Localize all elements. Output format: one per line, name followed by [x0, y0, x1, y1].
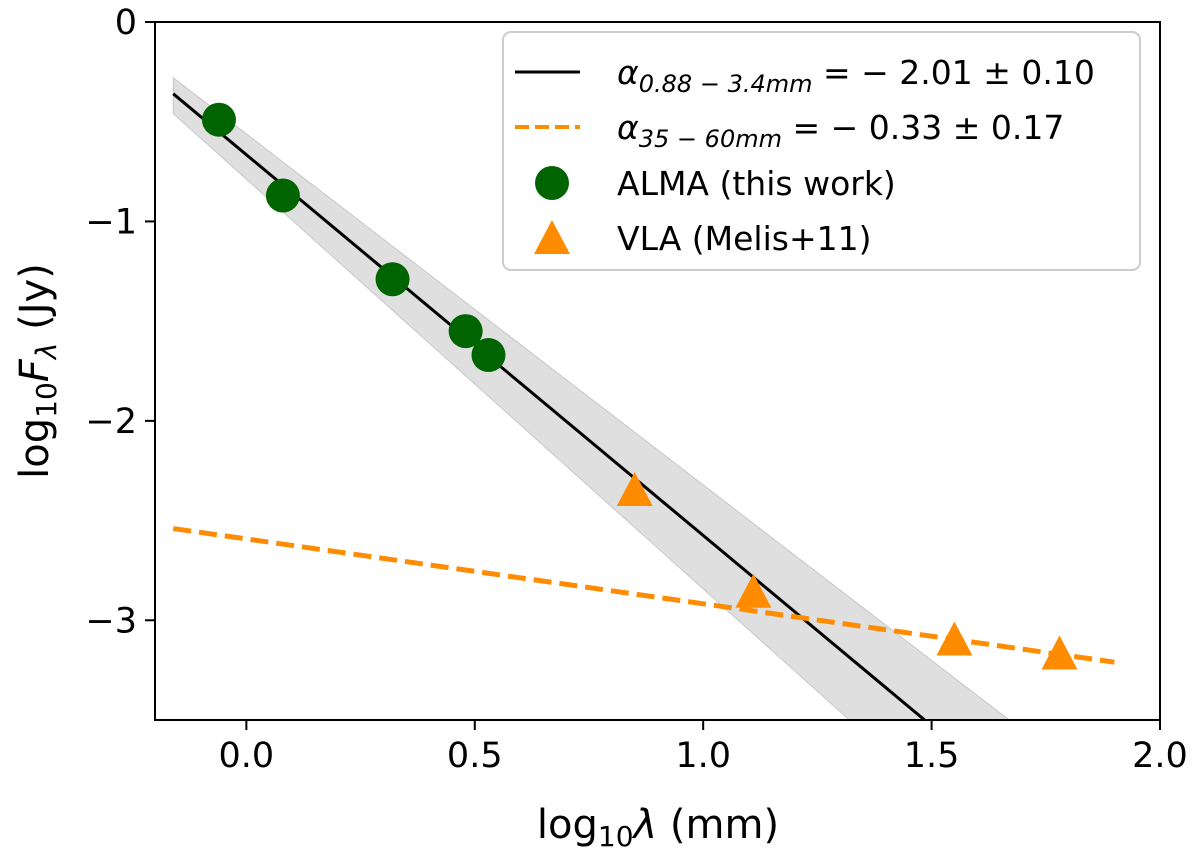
y-tick-label: −1 — [85, 202, 137, 242]
legend-frame — [502, 31, 1141, 271]
alma-data-point — [265, 178, 300, 213]
alma-data-point — [471, 338, 506, 373]
alma-data-point — [201, 102, 236, 137]
x-tick-label: 0.0 — [219, 736, 275, 776]
vla-data-point — [1041, 635, 1078, 670]
legend-label-alpha-long: α35 − 60mm = − 0.33 ± 0.17 — [617, 108, 1064, 153]
y-tick-label: −2 — [85, 402, 137, 442]
vla-data-point — [735, 573, 772, 608]
x-tick-label: 0.5 — [447, 736, 503, 776]
y-tick-label: −3 — [85, 601, 137, 641]
legend: α0.88 − 3.4mm = − 2.01 ± 0.10 α35 − 60mm… — [502, 31, 1141, 271]
x-axis-label: log10λ (mm) — [537, 802, 779, 852]
legend-swatch-vla-triangle — [534, 220, 570, 254]
y-axis-label: log10Fλ (Jy) — [12, 263, 63, 479]
vla-data-point — [616, 472, 653, 506]
y-tick-label: 0 — [115, 3, 137, 43]
legend-label-vla: VLA (Melis+11) — [617, 219, 871, 258]
x-tick-label: 1.0 — [675, 736, 731, 776]
x-tick-label: 1.5 — [904, 736, 960, 776]
plot-frame — [154, 21, 1161, 721]
legend-swatch-alma-circle — [535, 166, 569, 200]
legend-label-alpha-short: α0.88 − 3.4mm = − 2.01 ± 0.10 — [617, 53, 1095, 98]
dashed-fit-line — [172, 526, 1115, 665]
alma-data-point — [375, 262, 410, 297]
uncertainty-band-layer — [172, 76, 1011, 720]
fit-uncertainty-band — [172, 76, 1011, 720]
data-point-layer — [201, 102, 1078, 670]
vla-data-point — [936, 621, 973, 656]
alma-data-point — [448, 314, 483, 349]
legend-label-alma: ALMA (this work) — [617, 164, 896, 203]
axis-ticks: 0.0 0.5 1.0 1.5 2.0 0 −1 −2 −3 — [85, 3, 1187, 776]
x-tick-label: 2.0 — [1132, 736, 1188, 776]
